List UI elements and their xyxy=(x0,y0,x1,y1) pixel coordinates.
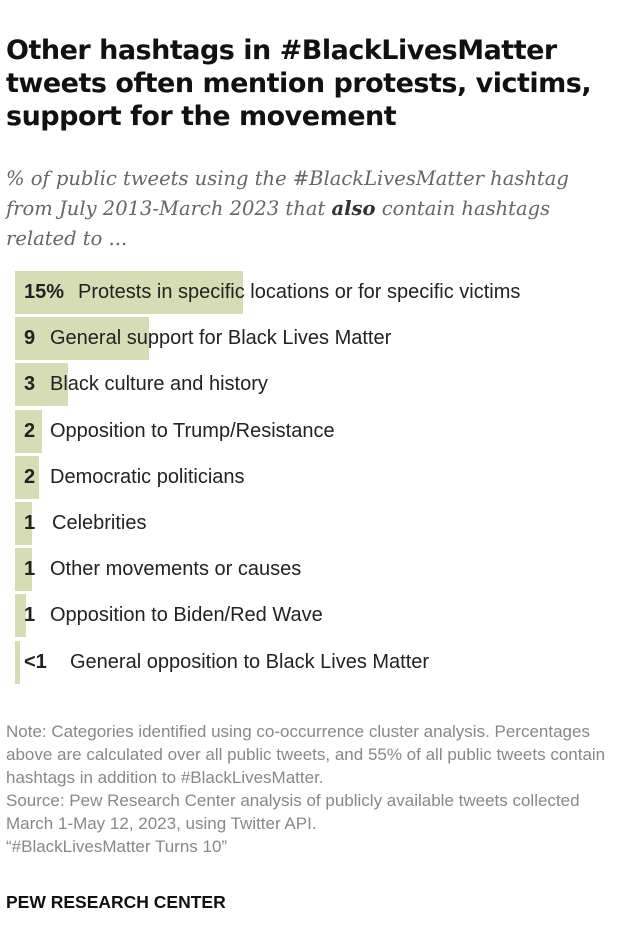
data-label: 1 xyxy=(24,558,36,581)
bar xyxy=(15,317,149,361)
subtitle-emphasis: also xyxy=(331,197,376,220)
subtitle-text: % of public tweets using the #BlackLives… xyxy=(6,167,569,220)
bar-row: <1 General opposition to Black Lives Matt… xyxy=(0,640,620,684)
category-label: Celebrities xyxy=(52,512,147,534)
bar-row: 1 Celebrities xyxy=(0,502,620,545)
bar xyxy=(15,594,26,638)
category-label: General support for Black Lives Matter xyxy=(50,327,392,350)
bar-row: 9 General support for Black Lives Matter xyxy=(0,317,620,361)
data-label: 3 xyxy=(24,373,36,396)
category-label: General opposition to Black Lives Matter xyxy=(70,650,430,673)
bar-row: 3 Black culture and history xyxy=(0,363,620,407)
data-label: 2 xyxy=(24,419,36,442)
bar-row: 2 Democratic politicians xyxy=(0,455,620,499)
bar xyxy=(15,548,32,592)
category-label: Opposition to Trump/Resistance xyxy=(50,419,335,442)
data-label: 2 xyxy=(24,465,36,488)
category-label: Democratic politicians xyxy=(50,465,245,488)
data-label: 1 xyxy=(24,512,36,534)
category-label: Black culture and history xyxy=(50,373,268,396)
bar xyxy=(15,409,43,453)
bar-chart: 15% Protests in specific locations or for… xyxy=(0,271,620,691)
bar-row: 15% Protests in specific locations or for… xyxy=(0,271,620,314)
chart-subtitle: % of public tweets using the #BlackLives… xyxy=(6,164,616,254)
category-label: Opposition to Biden/Red Wave xyxy=(50,604,323,627)
bar xyxy=(15,271,243,314)
chart-notes: Note: Categories identified using co-occ… xyxy=(6,720,616,858)
report-title: “#BlackLivesMatter Turns 10” xyxy=(6,837,228,856)
bar xyxy=(15,363,69,407)
note-text: Note: Categories identified using co-occ… xyxy=(6,722,606,787)
bar-row: 1 Opposition to Biden/Red Wave xyxy=(0,594,620,638)
brand-logo-text: PEW RESEARCH CENTER xyxy=(6,892,226,912)
data-label: 1 xyxy=(24,604,36,627)
bar xyxy=(15,640,20,684)
data-label: 15% xyxy=(24,281,65,303)
category-label: Other movements or causes xyxy=(50,558,302,581)
bar-row: 2 Opposition to Trump/Resistance xyxy=(0,409,620,453)
category-label: Protests in specific locations or for sp… xyxy=(78,281,521,303)
data-label: 9 xyxy=(24,327,36,350)
data-label: <1 xyxy=(24,650,47,673)
bar-row: 1 Other movements or causes xyxy=(0,548,620,592)
subtitle-text: contain hashtags related to ... xyxy=(6,197,551,250)
bar xyxy=(15,502,32,545)
chart-title: Other hashtags in #BlackLivesMatter twee… xyxy=(6,35,592,132)
bar xyxy=(15,455,40,499)
source-text: Source: Pew Research Center analysis of … xyxy=(6,791,580,833)
